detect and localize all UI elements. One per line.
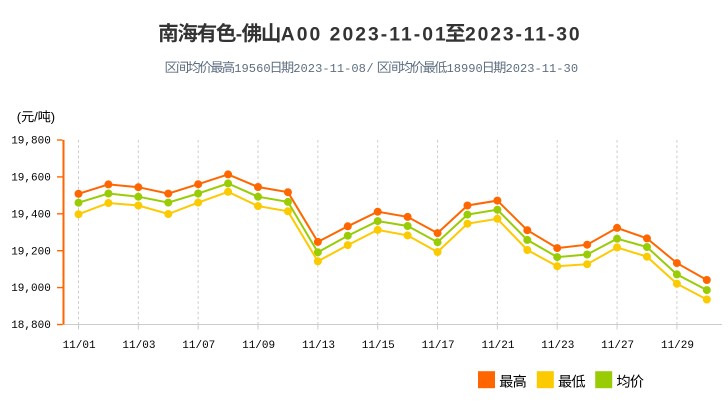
- svg-text:2023-11-30: 2023-11-30: [506, 62, 579, 76]
- svg-text:11/29: 11/29: [661, 340, 694, 352]
- svg-text:18990: 18990: [447, 62, 483, 76]
- svg-text:19560: 19560: [234, 62, 270, 76]
- svg-text:11/17: 11/17: [422, 340, 455, 352]
- svg-text:(: (: [17, 109, 22, 124]
- svg-text:2023-11-08: 2023-11-08: [293, 62, 366, 76]
- svg-text:11/09: 11/09: [242, 340, 275, 352]
- svg-text:11/27: 11/27: [601, 340, 634, 352]
- svg-text:/: /: [366, 62, 373, 76]
- svg-text:19,800: 19,800: [11, 136, 51, 148]
- svg-text:19,200: 19,200: [11, 246, 51, 258]
- svg-text:11/13: 11/13: [302, 340, 335, 352]
- svg-text:): ): [51, 109, 55, 124]
- svg-text:11/07: 11/07: [182, 340, 215, 352]
- svg-text:11/15: 11/15: [362, 340, 395, 352]
- svg-text:11/01: 11/01: [63, 340, 96, 352]
- svg-text:11/21: 11/21: [481, 340, 514, 352]
- svg-text:11/03: 11/03: [122, 340, 155, 352]
- svg-text:19,000: 19,000: [11, 283, 51, 295]
- svg-text:-: -: [236, 25, 242, 46]
- svg-text:11/23: 11/23: [541, 340, 574, 352]
- svg-text:19,400: 19,400: [11, 209, 51, 221]
- svg-text:19,600: 19,600: [11, 173, 51, 185]
- svg-text:A00 2023-11-01: A00 2023-11-01: [281, 25, 446, 46]
- svg-text:18,800: 18,800: [11, 320, 51, 332]
- svg-text:/: /: [34, 109, 38, 124]
